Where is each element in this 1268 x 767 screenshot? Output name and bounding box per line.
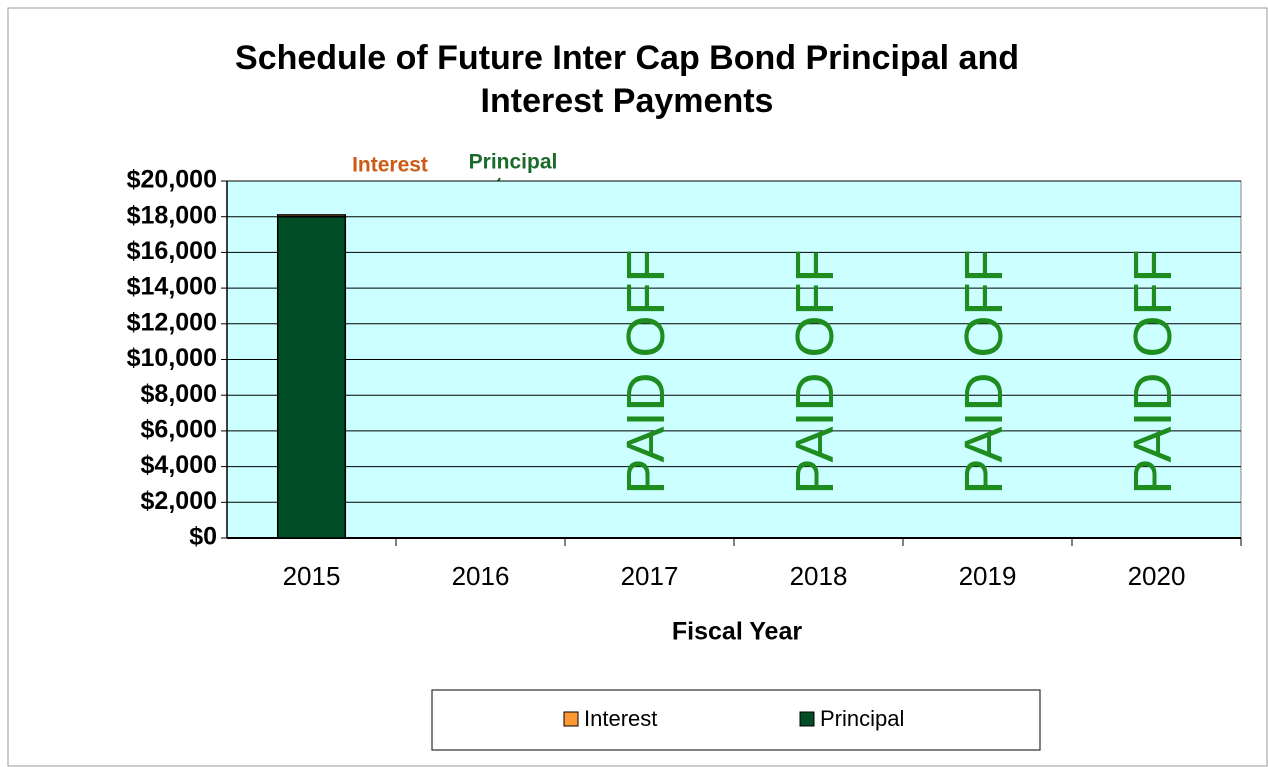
- bar: [276, 215, 347, 539]
- x-tick-label: 2015: [283, 561, 341, 591]
- x-axis-title: Fiscal Year: [672, 618, 802, 646]
- y-tick-label: $20,000: [127, 166, 217, 194]
- y-tick-label: $14,000: [127, 273, 217, 301]
- x-tick-label: 2019: [959, 561, 1017, 591]
- y-tick-label: $10,000: [127, 344, 217, 372]
- y-tick-label: $4,000: [141, 451, 217, 479]
- y-tick-label: $8,000: [141, 380, 217, 408]
- x-tick-label: 2020: [1128, 561, 1186, 591]
- paid-off-note: PAID OFF: [1123, 249, 1183, 494]
- legend-swatch: [799, 711, 815, 727]
- x-tick-label: 2017: [621, 561, 679, 591]
- paid-off-note: PAID OFF: [954, 249, 1014, 494]
- legend-swatch: [563, 711, 579, 727]
- y-tick-label: $16,000: [127, 237, 217, 265]
- y-tick-label: $12,000: [127, 308, 217, 336]
- annotation: Principal: [469, 151, 558, 174]
- paid-off-note: PAID OFF: [616, 249, 676, 494]
- y-tick-label: $18,000: [127, 201, 217, 229]
- legend-box: [431, 689, 1041, 751]
- x-tick-label: 2016: [452, 561, 510, 591]
- y-tick-label: $0: [189, 523, 217, 551]
- y-tick-label: $2,000: [141, 487, 217, 515]
- annotation: Interest: [352, 154, 428, 177]
- paid-off-note: PAID OFF: [785, 249, 845, 494]
- legend-label: Interest: [584, 706, 657, 731]
- legend-label: Principal: [820, 706, 904, 731]
- chart-title: Interest Payments: [481, 82, 774, 120]
- bar: [276, 214, 347, 218]
- chart-title: Schedule of Future Inter Cap Bond Princi…: [235, 39, 1019, 77]
- y-tick-label: $6,000: [141, 416, 217, 444]
- x-tick-label: 2018: [790, 561, 848, 591]
